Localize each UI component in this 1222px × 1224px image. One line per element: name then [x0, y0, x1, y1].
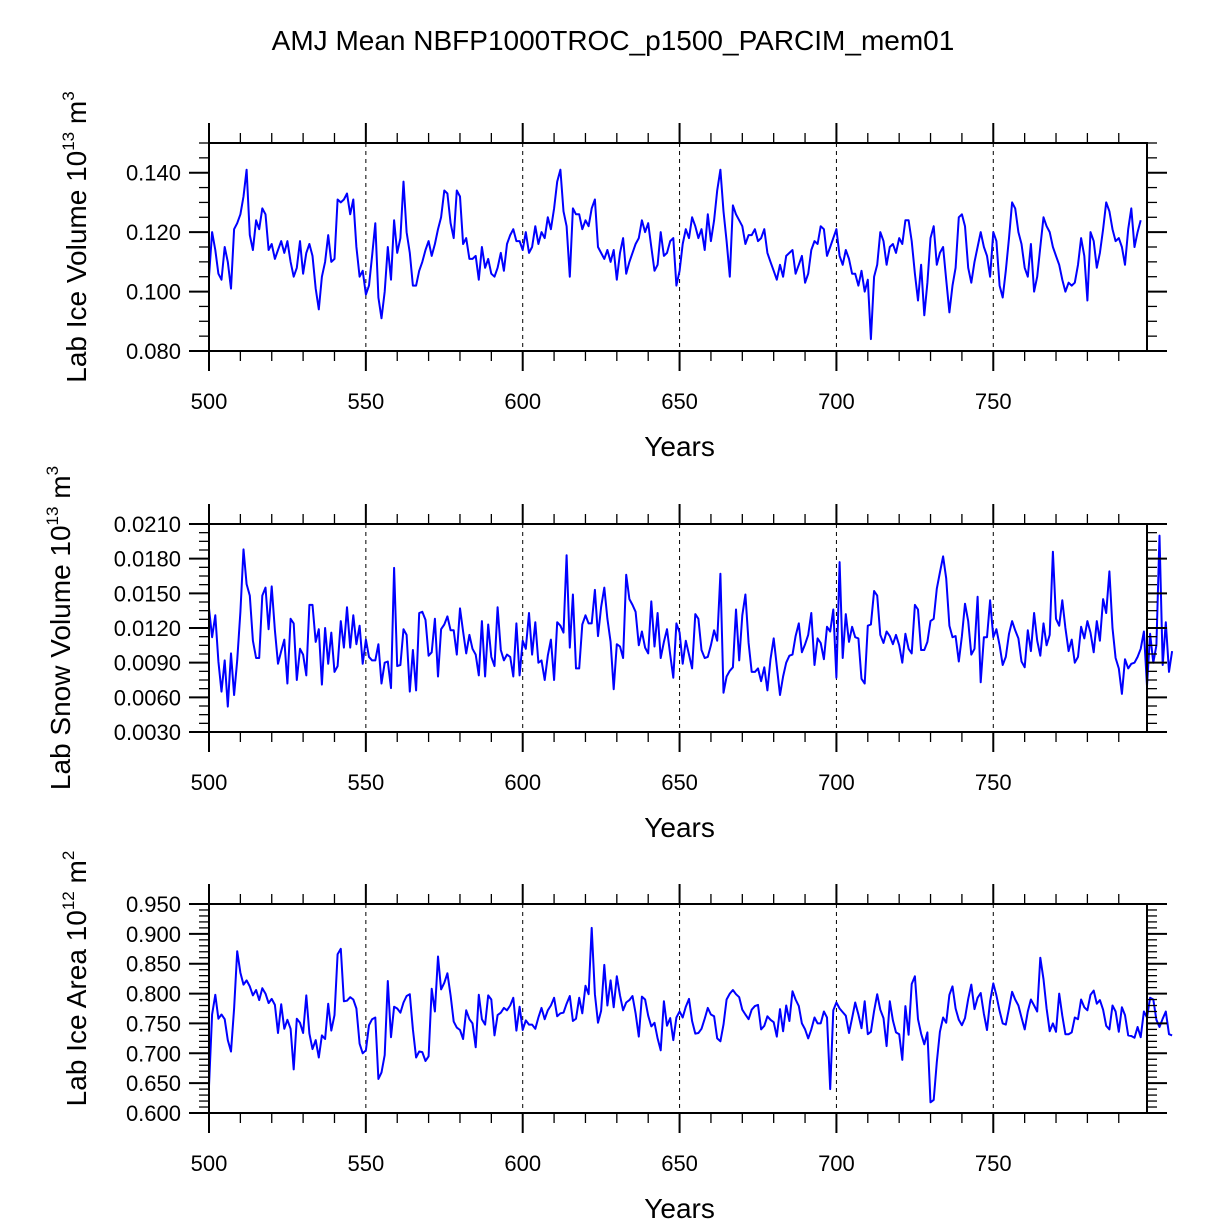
x-tick-label: 750 [975, 389, 1012, 414]
x-axis-title: Years [644, 812, 715, 843]
plot-frame [208, 903, 1148, 1114]
y-axis-title-base: Lab Ice Area 10 [61, 910, 92, 1106]
x-tick-label: 750 [975, 1151, 1012, 1176]
y-tick-label: 0.0180 [114, 547, 181, 572]
y-tick-label: 0.850 [126, 952, 181, 977]
y-axis-title-base: Lab Ice Volume 10 [61, 151, 92, 383]
y-tick-label: 0.0030 [114, 720, 181, 745]
y-axis-title-unit-exponent: 3 [59, 91, 78, 100]
y-tick-label: 0.700 [126, 1041, 181, 1066]
y-tick-label: 0.120 [126, 220, 181, 245]
x-tick-label: 700 [818, 770, 855, 795]
y-tick-label: 0.0090 [114, 651, 181, 676]
x-tick-label: 650 [661, 770, 698, 795]
y-axis-title-unit: m [61, 860, 92, 891]
panel-1: 500 550 600 650 700 750 Years 0.080 0.100 0.120 0.… [59, 91, 1167, 462]
x-tick-label: 650 [661, 389, 698, 414]
y-axis-title: Lab Ice Area 1012 m2 [59, 851, 92, 1107]
y-axis-title-unit-exponent: 3 [43, 466, 62, 475]
x-tick-label: 500 [191, 1151, 228, 1176]
y-tick-label: 0.600 [126, 1101, 181, 1126]
chart-title: AMJ Mean NBFP1000TROC_p1500_PARCIM_mem01 [272, 25, 955, 56]
x-tick-label: 600 [504, 770, 541, 795]
y-axis-title-unit: m [45, 475, 76, 506]
series-line-lab-snow-volume [208, 534, 1174, 708]
panel-2: 500 550 600 650 700 750 Years 0.0030 0.0060 0.009… [43, 466, 1174, 843]
x-tick-label: 650 [661, 1151, 698, 1176]
y-tick-label: 0.100 [126, 280, 181, 305]
y-axis-title-unit: m [61, 101, 92, 132]
y-tick-label: 0.0060 [114, 685, 181, 710]
y-axis-title-exponent: 13 [59, 132, 78, 151]
y-axis-title-exponent: 13 [43, 507, 62, 526]
y-axis-title-base: Lab Snow Volume 10 [45, 525, 76, 790]
y-axis-title: Lab Snow Volume 1013 m3 [43, 466, 76, 790]
plot-frame [208, 142, 1148, 352]
y-tick-label: 0.140 [126, 161, 181, 186]
y-tick-label: 0.080 [126, 339, 181, 364]
x-tick-label: 500 [191, 770, 228, 795]
x-tick-label: 500 [191, 389, 228, 414]
y-tick-label: 0.0210 [114, 512, 181, 537]
y-axis-title-exponent: 12 [59, 891, 78, 910]
x-tick-label: 550 [347, 1151, 384, 1176]
panel-3: 500 550 600 650 700 750 Years 0.600 0.650 0.700 0.… [59, 851, 1173, 1224]
x-tick-label: 600 [504, 1151, 541, 1176]
y-tick-label: 0.750 [126, 1011, 181, 1036]
series-line-lab-ice-volume [208, 168, 1142, 341]
y-axis-title-unit-exponent: 2 [59, 851, 78, 860]
x-axis-title: Years [644, 1193, 715, 1224]
x-tick-label: 700 [818, 389, 855, 414]
y-axis-title: Lab Ice Volume 1013 m3 [59, 91, 92, 382]
x-axis-title: Years [644, 431, 715, 462]
y-tick-label: 0.650 [126, 1071, 181, 1096]
x-tick-label: 600 [504, 389, 541, 414]
y-tick-label: 0.950 [126, 892, 181, 917]
x-tick-label: 550 [347, 770, 384, 795]
x-tick-label: 550 [347, 389, 384, 414]
series-line-lab-ice-area [208, 926, 1173, 1104]
y-tick-label: 0.0150 [114, 581, 181, 606]
x-tick-label: 750 [975, 770, 1012, 795]
y-tick-label: 0.0120 [114, 616, 181, 641]
x-tick-label: 700 [818, 1151, 855, 1176]
y-tick-label: 0.800 [126, 982, 181, 1007]
y-tick-label: 0.900 [126, 922, 181, 947]
